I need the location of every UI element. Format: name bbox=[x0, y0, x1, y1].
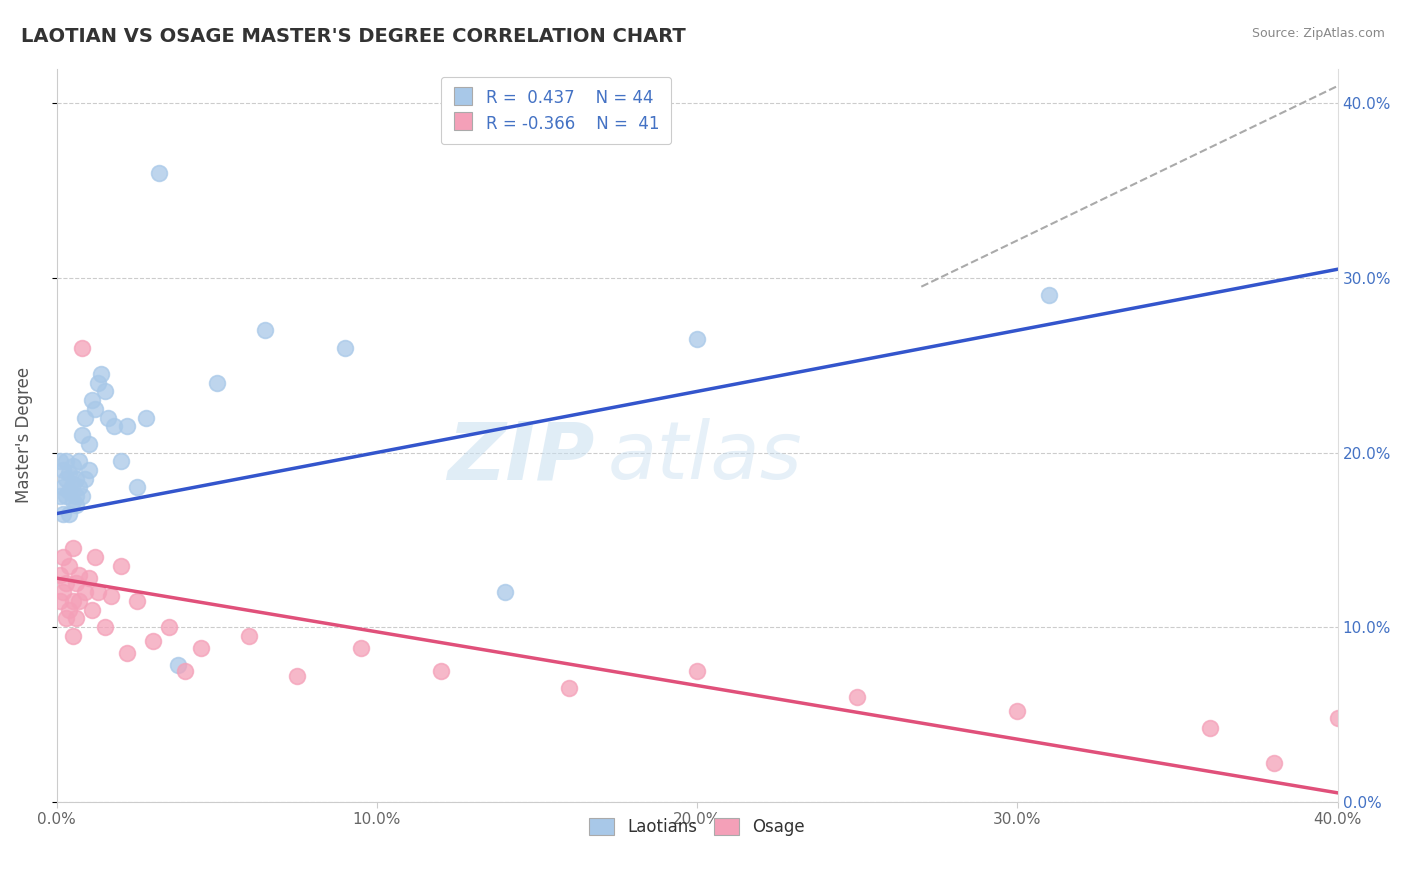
Point bbox=[52, 507, 75, 521]
Point bbox=[148, 166, 170, 180]
Point bbox=[333, 341, 356, 355]
Point bbox=[55, 489, 77, 503]
Point bbox=[52, 463, 75, 477]
Point bbox=[70, 428, 93, 442]
Point bbox=[75, 585, 97, 599]
Point bbox=[142, 634, 165, 648]
Point bbox=[125, 480, 148, 494]
Point bbox=[167, 658, 190, 673]
Point bbox=[58, 507, 80, 521]
Point bbox=[84, 401, 107, 416]
Point bbox=[58, 483, 80, 498]
Point bbox=[49, 454, 72, 468]
Point bbox=[190, 640, 212, 655]
Point bbox=[110, 454, 132, 468]
Point bbox=[846, 690, 869, 704]
Point bbox=[115, 646, 138, 660]
Point bbox=[238, 629, 260, 643]
Legend: Laotians, Osage: Laotians, Osage bbox=[581, 810, 814, 845]
Point bbox=[103, 419, 125, 434]
Point bbox=[125, 594, 148, 608]
Point bbox=[62, 629, 84, 643]
Point bbox=[62, 494, 84, 508]
Point bbox=[70, 489, 93, 503]
Point bbox=[77, 437, 100, 451]
Point bbox=[253, 323, 276, 337]
Point bbox=[55, 454, 77, 468]
Point bbox=[80, 393, 103, 408]
Point bbox=[110, 558, 132, 573]
Point bbox=[58, 467, 80, 481]
Point bbox=[115, 419, 138, 434]
Point bbox=[1198, 721, 1220, 735]
Point bbox=[67, 567, 90, 582]
Point bbox=[93, 620, 115, 634]
Point bbox=[90, 367, 112, 381]
Point bbox=[77, 463, 100, 477]
Text: atlas: atlas bbox=[607, 418, 803, 496]
Point bbox=[205, 376, 228, 390]
Point bbox=[65, 489, 87, 503]
Point bbox=[135, 410, 157, 425]
Point bbox=[77, 571, 100, 585]
Point bbox=[55, 576, 77, 591]
Point bbox=[1326, 711, 1348, 725]
Point bbox=[350, 640, 373, 655]
Point bbox=[494, 585, 516, 599]
Point bbox=[62, 459, 84, 474]
Point bbox=[58, 558, 80, 573]
Point bbox=[87, 585, 110, 599]
Point bbox=[65, 472, 87, 486]
Point bbox=[75, 472, 97, 486]
Point bbox=[65, 498, 87, 512]
Point bbox=[65, 611, 87, 625]
Point bbox=[430, 664, 453, 678]
Point bbox=[62, 594, 84, 608]
Point bbox=[75, 410, 97, 425]
Text: Source: ZipAtlas.com: Source: ZipAtlas.com bbox=[1251, 27, 1385, 40]
Point bbox=[97, 410, 120, 425]
Point bbox=[100, 589, 122, 603]
Point bbox=[65, 576, 87, 591]
Point bbox=[52, 480, 75, 494]
Point bbox=[686, 332, 709, 346]
Point bbox=[52, 550, 75, 565]
Point bbox=[62, 541, 84, 556]
Text: ZIP: ZIP bbox=[447, 418, 595, 496]
Point bbox=[1007, 704, 1029, 718]
Point bbox=[49, 489, 72, 503]
Point bbox=[558, 681, 581, 695]
Point bbox=[1263, 756, 1285, 771]
Point bbox=[67, 594, 90, 608]
Point bbox=[686, 664, 709, 678]
Point bbox=[67, 454, 90, 468]
Point bbox=[285, 669, 308, 683]
Point bbox=[49, 567, 72, 582]
Point bbox=[67, 480, 90, 494]
Point bbox=[173, 664, 195, 678]
Point bbox=[58, 602, 80, 616]
Point bbox=[52, 585, 75, 599]
Point bbox=[55, 611, 77, 625]
Y-axis label: Master's Degree: Master's Degree bbox=[15, 367, 32, 503]
Point bbox=[49, 594, 72, 608]
Point bbox=[62, 477, 84, 491]
Point bbox=[87, 376, 110, 390]
Point bbox=[70, 341, 93, 355]
Point bbox=[1038, 288, 1060, 302]
Point bbox=[55, 472, 77, 486]
Point bbox=[93, 384, 115, 399]
Point bbox=[157, 620, 180, 634]
Text: LAOTIAN VS OSAGE MASTER'S DEGREE CORRELATION CHART: LAOTIAN VS OSAGE MASTER'S DEGREE CORRELA… bbox=[21, 27, 686, 45]
Point bbox=[84, 550, 107, 565]
Point bbox=[80, 602, 103, 616]
